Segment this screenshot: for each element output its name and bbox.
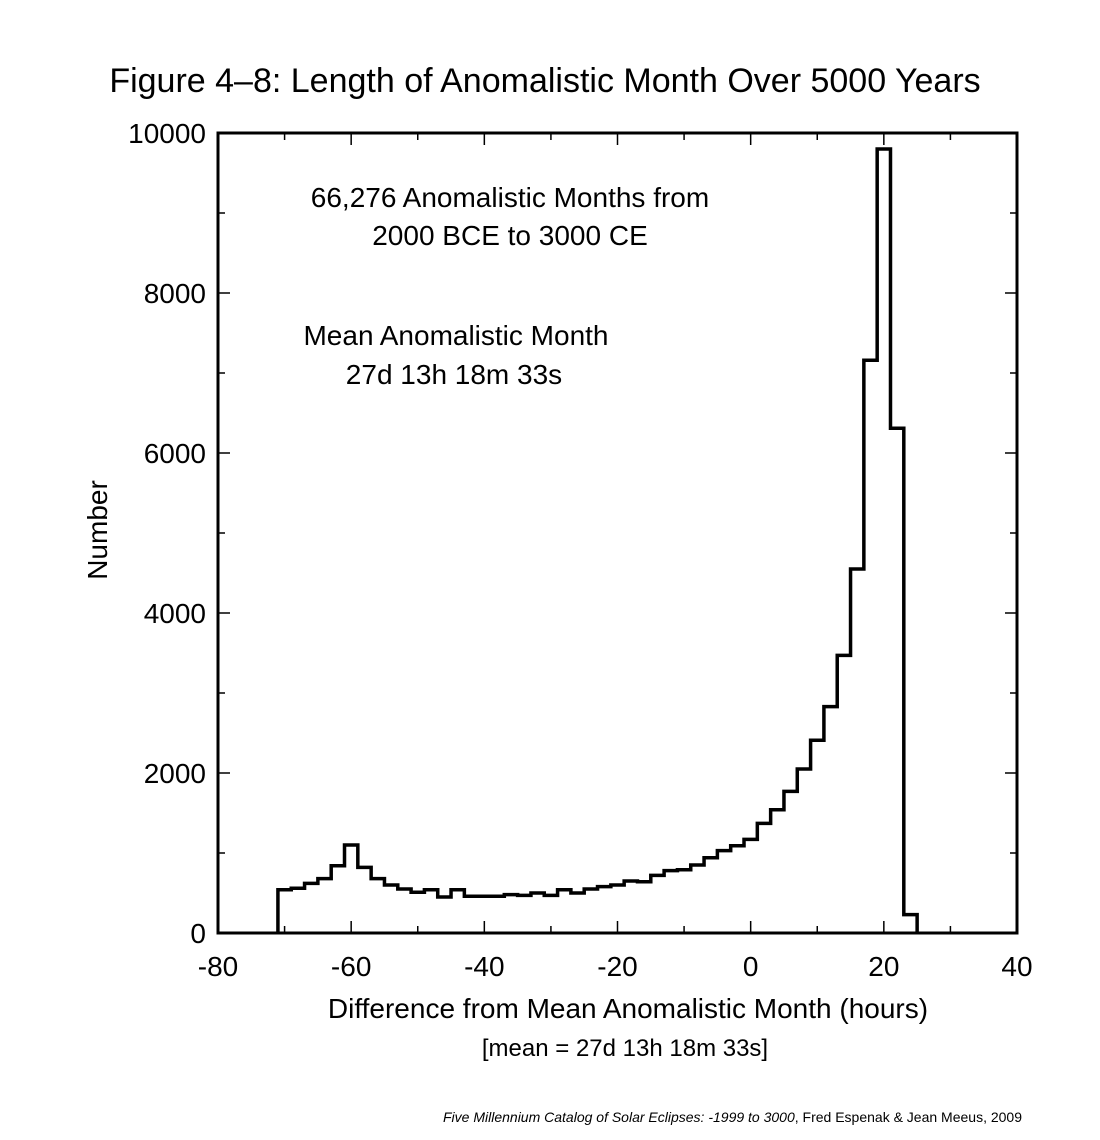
histogram-outline bbox=[276, 147, 919, 933]
histogram-bar bbox=[598, 887, 611, 933]
histogram-bar bbox=[624, 881, 637, 933]
histogram-bar bbox=[424, 890, 437, 933]
histogram-bar bbox=[637, 882, 650, 933]
histogram-bar bbox=[837, 655, 850, 933]
y-tick-label: 10000 bbox=[128, 118, 206, 149]
histogram-bar bbox=[398, 889, 411, 933]
annotation-count: 66,276 Anomalistic Months from bbox=[311, 182, 709, 213]
histogram-bar bbox=[558, 890, 571, 933]
histogram-bar bbox=[784, 791, 797, 933]
y-tick-labels: 0 2000 4000 6000 8000 10000 bbox=[128, 118, 206, 949]
histogram-bar bbox=[438, 897, 451, 933]
y-tick-label: 6000 bbox=[144, 438, 206, 469]
histogram-bar bbox=[771, 810, 784, 933]
x-tick-label: -80 bbox=[198, 951, 238, 982]
histogram-bar bbox=[358, 867, 371, 933]
histogram-bar bbox=[531, 893, 544, 933]
annotation-mean-label: Mean Anomalistic Month bbox=[303, 320, 608, 351]
histogram-bar bbox=[584, 889, 597, 933]
x-tick-labels: -80 -60 -40 -20 0 20 40 bbox=[198, 951, 1033, 982]
axis-ticks bbox=[217, 132, 1018, 934]
histogram-bar bbox=[904, 915, 917, 933]
x-tick-label: -40 bbox=[464, 951, 504, 982]
histogram-bar bbox=[824, 707, 837, 933]
plot-frame bbox=[216, 131, 1019, 935]
y-tick-label: 0 bbox=[190, 918, 206, 949]
histogram-bar bbox=[371, 879, 384, 933]
histogram-bar bbox=[571, 893, 584, 933]
histogram-bar bbox=[318, 879, 331, 933]
histogram-bar bbox=[757, 823, 770, 933]
y-axis-label: Number bbox=[82, 480, 113, 580]
histogram-bar bbox=[451, 890, 464, 933]
x-tick-label: -20 bbox=[597, 951, 637, 982]
histogram-bar bbox=[651, 875, 664, 933]
y-tick-label: 8000 bbox=[144, 278, 206, 309]
histogram-bar bbox=[664, 871, 677, 933]
histogram-bar bbox=[677, 870, 690, 933]
histogram-bar bbox=[890, 428, 903, 933]
histogram-bar bbox=[504, 895, 517, 933]
credit-title: Five Millennium Catalog of Solar Eclipse… bbox=[443, 1109, 795, 1125]
x-axis-label: Difference from Mean Anomalistic Month (… bbox=[328, 993, 928, 1024]
histogram-bar bbox=[331, 866, 344, 933]
histogram-bar bbox=[345, 845, 358, 933]
histogram-bar bbox=[744, 839, 757, 933]
x-tick-label: 0 bbox=[743, 951, 759, 982]
y-tick-label: 4000 bbox=[144, 598, 206, 629]
x-tick-label: 20 bbox=[868, 951, 899, 982]
histogram-bins bbox=[278, 149, 917, 933]
histogram-bar bbox=[464, 896, 477, 933]
histogram-bar bbox=[797, 769, 810, 933]
histogram-bar bbox=[851, 569, 864, 933]
histogram-bar bbox=[731, 846, 744, 933]
histogram-bar bbox=[864, 360, 877, 933]
histogram-bar bbox=[717, 851, 730, 933]
annotation-range: 2000 BCE to 3000 CE bbox=[372, 220, 648, 251]
x-tick-label: 40 bbox=[1001, 951, 1032, 982]
histogram-bar bbox=[877, 149, 890, 933]
histogram-bar bbox=[491, 896, 504, 933]
histogram-bar bbox=[704, 858, 717, 933]
histogram-bar bbox=[384, 885, 397, 933]
histogram-bar bbox=[518, 895, 531, 933]
x-axis-sublabel: [mean = 27d 13h 18m 33s] bbox=[482, 1035, 768, 1062]
credit-line: Five Millennium Catalog of Solar Eclipse… bbox=[443, 1109, 1022, 1125]
x-tick-label: -60 bbox=[331, 951, 371, 982]
annotation-mean-value: 27d 13h 18m 33s bbox=[346, 359, 562, 390]
histogram-bar bbox=[305, 883, 318, 933]
chart-title: Figure 4–8: Length of Anomalistic Month … bbox=[109, 62, 980, 100]
credit-authors: , Fred Espenak & Jean Meeus, 2009 bbox=[795, 1109, 1022, 1125]
y-tick-label: 2000 bbox=[144, 758, 206, 789]
histogram-bar bbox=[811, 740, 824, 933]
histogram-bar bbox=[291, 888, 304, 933]
histogram-bar bbox=[691, 865, 704, 933]
